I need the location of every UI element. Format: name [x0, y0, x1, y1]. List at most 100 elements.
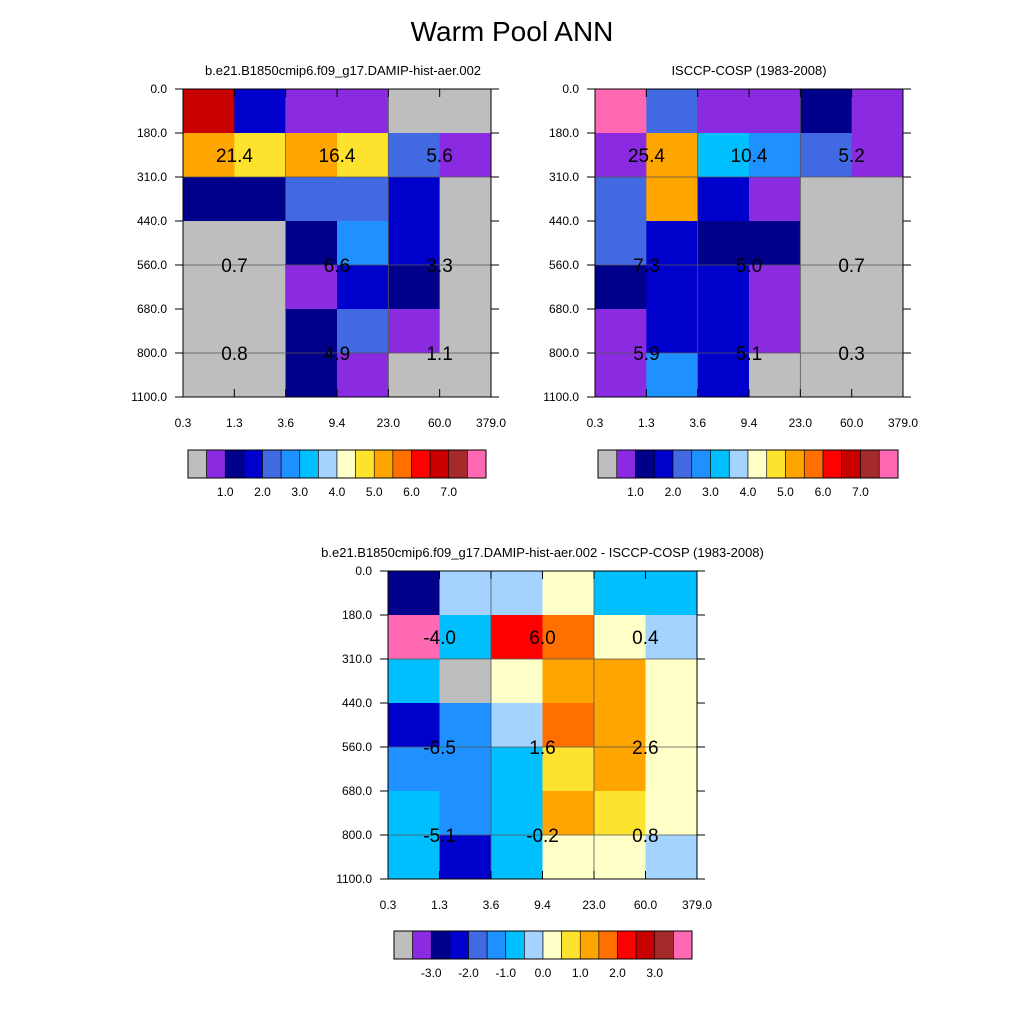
colorbar-swatch — [617, 930, 637, 960]
colorbar-swatch — [616, 449, 636, 479]
colorbar-tick-label: 2.0 — [254, 485, 271, 499]
y-tick-label: 0.0 — [562, 82, 579, 96]
heatmap-cell — [285, 133, 338, 178]
heatmap-cell — [800, 89, 853, 134]
colorbar-tick-label: 3.0 — [646, 966, 663, 980]
heatmap-cell — [285, 221, 338, 266]
heatmap-cell — [749, 309, 801, 354]
colorbar-swatch — [280, 449, 301, 479]
colorbar-tick-label: -1.0 — [495, 966, 516, 980]
heatmap-cell — [337, 89, 389, 134]
colorbar-swatch — [878, 449, 899, 479]
data-label: 5.0 — [736, 256, 762, 277]
heatmap-cell — [439, 791, 492, 836]
heatmap-cell — [594, 834, 646, 880]
data-label: 10.4 — [731, 146, 768, 167]
colorbar-swatch — [355, 449, 375, 479]
heatmap-cell — [234, 176, 287, 222]
heatmap-cell — [388, 658, 440, 704]
heatmap-cell — [697, 133, 750, 178]
data-label: 3.3 — [426, 256, 452, 277]
colorbar-swatch — [803, 449, 824, 479]
heatmap-cell — [646, 176, 699, 222]
colorbar-tick-label: 2.0 — [665, 485, 682, 499]
colorbar-tick-label: 1.0 — [572, 966, 589, 980]
data-label: 0.7 — [838, 256, 864, 277]
heatmap-cell — [285, 309, 338, 354]
colorbar-swatch — [467, 449, 487, 479]
heatmap-cell — [646, 221, 699, 266]
heatmap-cell — [697, 264, 750, 310]
colorbar-tick-label: 6.0 — [403, 485, 420, 499]
colorbar-tick-label: 4.0 — [329, 485, 346, 499]
heatmap-cell — [337, 133, 389, 178]
heatmap-cell — [491, 615, 543, 660]
heatmap-cell — [542, 615, 595, 660]
heatmap-cell — [646, 309, 699, 354]
colorbar-tick-label: 5.0 — [366, 485, 383, 499]
heatmap-cell — [439, 658, 492, 704]
colorbar-tick-label: 0.0 — [535, 966, 552, 980]
heatmap-cell — [439, 264, 492, 310]
data-label: 0.7 — [221, 256, 247, 277]
heatmap-cell — [595, 352, 647, 398]
heatmap-cell — [183, 176, 235, 222]
colorbar-swatch — [822, 449, 843, 479]
data-label: 5.2 — [838, 146, 864, 167]
colorbar-swatch — [635, 930, 656, 960]
y-tick-label: 1100.0 — [543, 390, 579, 404]
y-tick-label: 680.0 — [137, 302, 167, 316]
colorbar-swatch — [412, 930, 432, 960]
colorbar-swatch — [524, 930, 544, 960]
heatmap-cell — [183, 264, 235, 310]
data-label: 7.3 — [633, 256, 659, 277]
x-tick-label: 379.0 — [476, 416, 506, 430]
y-tick-label: 440.0 — [137, 214, 167, 228]
colorbar-swatch — [672, 449, 693, 479]
colorbar-tick-label: 3.0 — [291, 485, 308, 499]
heatmap-cell — [388, 309, 441, 354]
heatmap-cell — [388, 133, 441, 178]
heatmap-cell — [285, 89, 338, 134]
heatmap-cell — [594, 703, 646, 748]
heatmap-cell — [800, 133, 853, 178]
heatmap-cell — [595, 133, 647, 178]
colorbar-swatch — [841, 449, 861, 479]
heatmap-cell — [388, 89, 441, 134]
heatmap-cell — [851, 133, 904, 178]
heatmap-cell — [749, 176, 801, 222]
y-tick-label: 440.0 — [549, 214, 579, 228]
heatmap-cell — [851, 352, 904, 398]
data-label: -6.5 — [423, 738, 456, 759]
heatmap-cell — [439, 703, 492, 748]
heatmap-cell — [439, 746, 492, 792]
y-tick-label: 560.0 — [342, 740, 372, 754]
heatmap-cell — [749, 89, 801, 134]
heatmap-cell — [285, 264, 338, 310]
colorbar-swatch — [710, 449, 730, 479]
y-tick-label: 180.0 — [137, 126, 167, 140]
colorbar-swatch — [187, 449, 207, 479]
y-tick-label: 180.0 — [549, 126, 579, 140]
data-label: 0.8 — [632, 826, 658, 847]
heatmap-cell — [645, 703, 698, 748]
heatmap-cell — [388, 571, 440, 616]
heatmap-cell — [595, 221, 647, 266]
heatmap-cell — [337, 352, 389, 398]
data-label: 5.6 — [426, 146, 452, 167]
heatmap-cell — [645, 834, 698, 880]
colorbar-swatch — [392, 449, 412, 479]
heatmap-cell — [491, 834, 543, 880]
colorbar-swatch — [224, 449, 245, 479]
heatmap-cell — [646, 352, 699, 398]
heatmap-cell — [595, 176, 647, 222]
x-tick-label: 0.3 — [587, 416, 604, 430]
data-label: 1.6 — [529, 738, 555, 759]
heatmap-cell — [388, 176, 441, 222]
colorbar-swatch — [542, 930, 562, 960]
heatmap-cell — [697, 309, 750, 354]
colorbar-swatch — [653, 449, 674, 479]
y-tick-label: 310.0 — [342, 652, 372, 666]
data-label: 5.9 — [633, 344, 659, 365]
